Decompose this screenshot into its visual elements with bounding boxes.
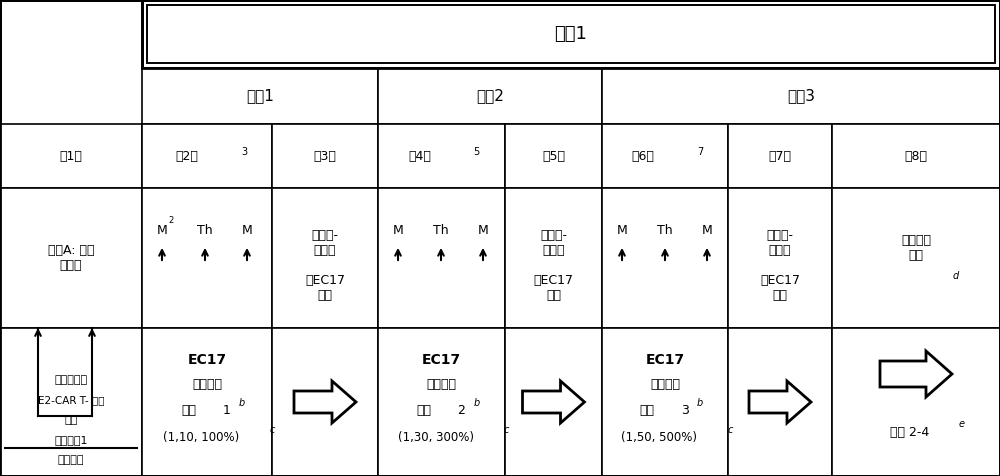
Polygon shape <box>522 381 584 423</box>
Bar <box>602 188 728 328</box>
Text: EC17: EC17 <box>645 353 685 367</box>
Text: M: M <box>393 224 403 237</box>
Text: M: M <box>702 224 712 237</box>
Text: 之前发生: 之前发生 <box>58 455 84 465</box>
Bar <box>728 124 832 188</box>
Bar <box>602 124 728 188</box>
Bar <box>378 328 505 476</box>
Bar <box>728 328 832 476</box>
Text: (1,10, 100%): (1,10, 100%) <box>163 430 239 444</box>
Text: EC17: EC17 <box>187 353 227 367</box>
Text: 第1周: 第1周 <box>60 149 82 162</box>
Text: 周期1: 周期1 <box>246 89 274 103</box>
Text: 3: 3 <box>681 404 689 416</box>
Bar <box>142 124 272 188</box>
Text: 星期二-
星期日: 星期二- 星期日 <box>540 229 567 257</box>
Bar <box>272 124 378 188</box>
Text: 顺序: 顺序 <box>640 404 655 416</box>
Text: c: c <box>727 425 733 435</box>
Text: Th: Th <box>433 224 449 237</box>
Text: 顺序: 顺序 <box>182 404 197 416</box>
Bar <box>505 124 602 188</box>
Polygon shape <box>749 381 811 423</box>
Text: 仅在疗程1: 仅在疗程1 <box>54 435 88 445</box>
Bar <box>602 328 728 476</box>
Text: 星期二-
星期日: 星期二- 星期日 <box>767 229 794 257</box>
Text: 第8周: 第8周 <box>904 149 928 162</box>
Text: EC17: EC17 <box>422 353 461 367</box>
Text: 重新规划
研究: 重新规划 研究 <box>901 234 931 262</box>
Text: 7: 7 <box>697 147 703 157</box>
Text: M: M <box>242 224 252 237</box>
Text: 2: 2 <box>458 404 465 416</box>
Text: c: c <box>504 425 509 435</box>
Text: d: d <box>953 271 959 281</box>
Text: Th: Th <box>197 224 213 237</box>
Text: e: e <box>959 419 965 429</box>
Text: 5: 5 <box>473 147 480 157</box>
Text: 递增剂量: 递增剂量 <box>192 378 222 391</box>
Text: 星期二-
星期日: 星期二- 星期日 <box>312 229 338 257</box>
Text: 第2周: 第2周 <box>176 149 198 162</box>
Bar <box>728 188 832 328</box>
Text: M: M <box>478 224 488 237</box>
Text: b: b <box>697 398 703 408</box>
Text: M: M <box>617 224 627 237</box>
Bar <box>142 68 378 124</box>
Text: 1: 1 <box>223 404 231 416</box>
Bar <box>147 5 995 63</box>
Bar <box>147 5 995 63</box>
Text: 无EC17
施用: 无EC17 施用 <box>760 274 800 302</box>
Text: 第6周: 第6周 <box>632 149 654 162</box>
Text: 顺序: 顺序 <box>416 404 431 416</box>
Bar <box>505 188 602 328</box>
Text: 周期2: 周期2 <box>476 89 504 103</box>
Text: c: c <box>269 425 275 435</box>
Bar <box>272 188 378 328</box>
Text: 输注: 输注 <box>64 415 78 425</box>
Bar <box>0 188 142 328</box>
Bar <box>0 328 142 476</box>
Text: 3: 3 <box>241 147 247 157</box>
Text: b: b <box>473 398 480 408</box>
Bar <box>505 328 602 476</box>
Text: 部分A: 安全
性测定: 部分A: 安全 性测定 <box>48 244 94 272</box>
Bar <box>142 0 1000 68</box>
Bar <box>378 68 602 124</box>
Bar <box>142 0 1000 68</box>
Text: 疗程 2-4: 疗程 2-4 <box>890 426 930 438</box>
Text: (1,30, 300%): (1,30, 300%) <box>398 430 474 444</box>
Text: 周期3: 周期3 <box>787 89 815 103</box>
Text: E2-CAR T- 细胞: E2-CAR T- 细胞 <box>38 395 104 405</box>
Text: 递增剂量: 递增剂量 <box>650 378 680 391</box>
Text: 2: 2 <box>168 216 174 225</box>
Bar <box>832 188 1000 328</box>
Bar <box>602 68 1000 124</box>
Bar <box>832 328 1000 476</box>
Text: 第5周: 第5周 <box>542 149 565 162</box>
Text: 第7周: 第7周 <box>769 149 792 162</box>
Text: M: M <box>157 224 167 237</box>
Bar <box>272 328 378 476</box>
Text: 无EC17
施用: 无EC17 施用 <box>534 274 574 302</box>
Bar <box>832 124 1000 188</box>
Text: 无EC17
施用: 无EC17 施用 <box>305 274 345 302</box>
Text: Th: Th <box>657 224 673 237</box>
Text: b: b <box>239 398 245 408</box>
Bar <box>0 124 142 188</box>
Text: 第4周: 第4周 <box>408 149 431 162</box>
Bar <box>142 188 272 328</box>
Text: 第3周: 第3周 <box>314 149 336 162</box>
Bar <box>378 124 505 188</box>
Polygon shape <box>880 351 952 397</box>
Bar <box>142 328 272 476</box>
Text: 周一和周四: 周一和周四 <box>54 375 88 385</box>
Text: (1,50, 500%): (1,50, 500%) <box>621 430 697 444</box>
Polygon shape <box>294 381 356 423</box>
Bar <box>378 188 505 328</box>
Text: 疗程1: 疗程1 <box>555 25 587 43</box>
Text: 递增剂量: 递增剂量 <box>426 378 456 391</box>
